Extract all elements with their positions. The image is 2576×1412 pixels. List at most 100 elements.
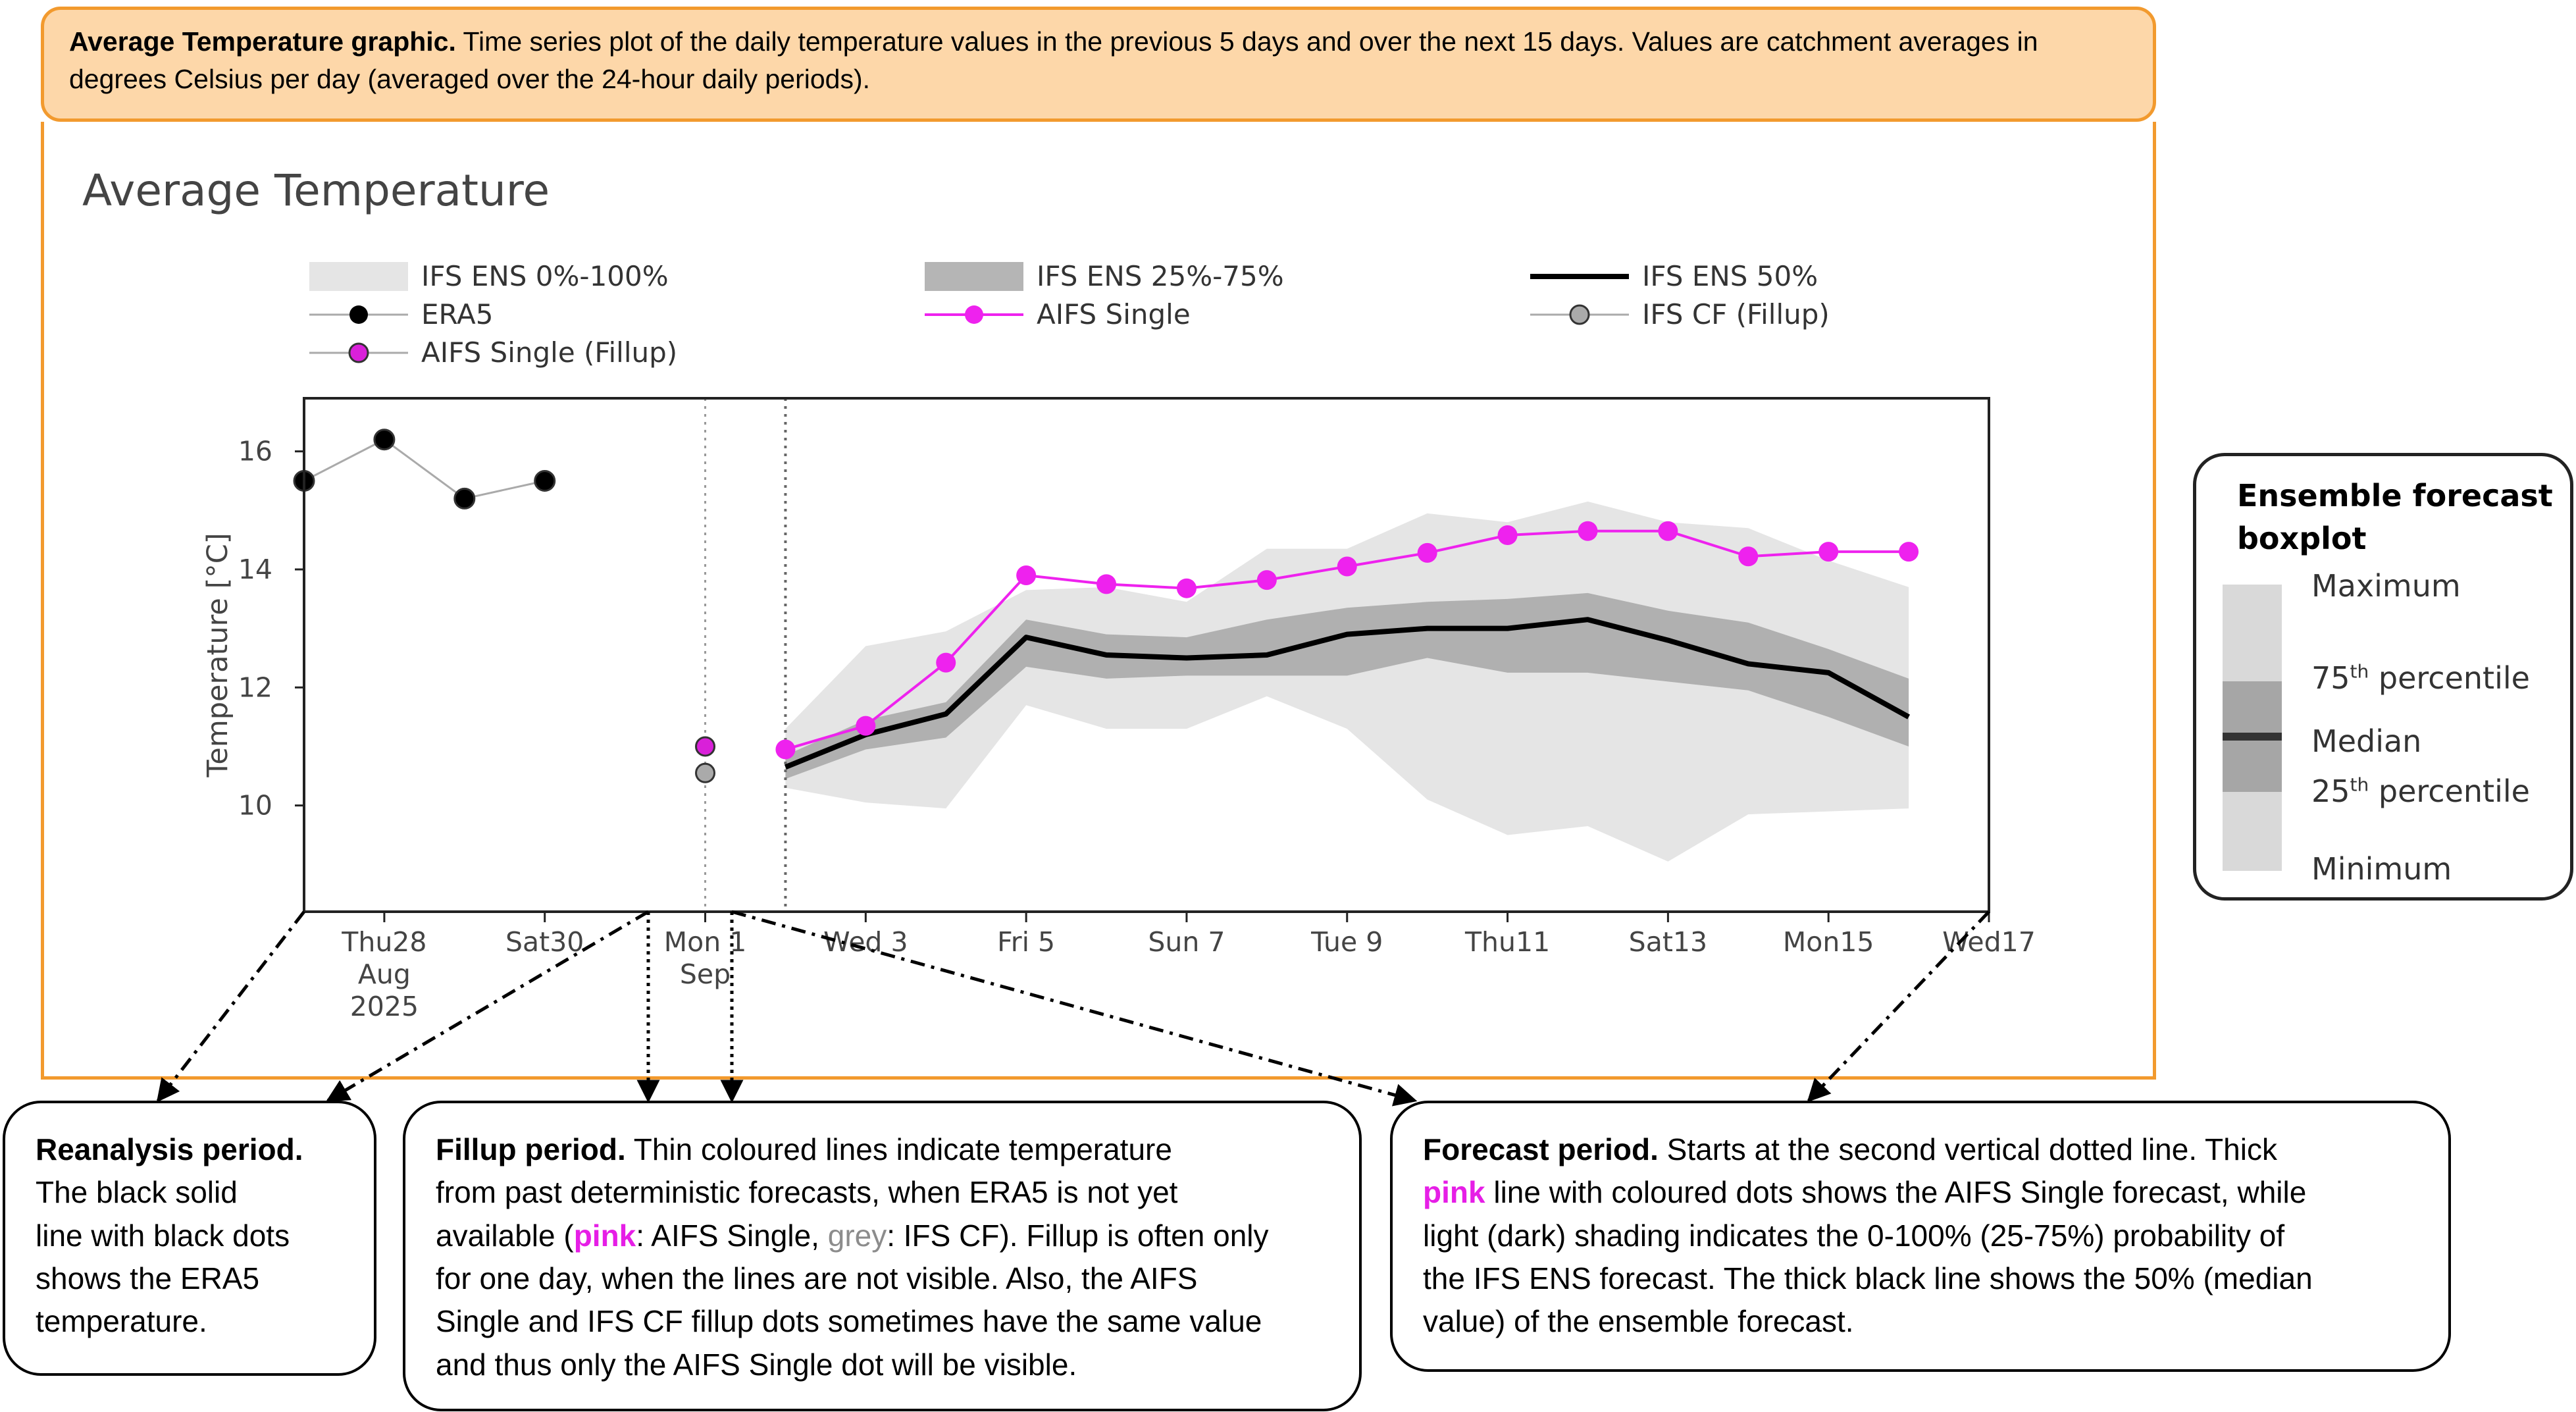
legend-label: IFS ENS 0%-100% (421, 260, 669, 292)
callout-forecast: Forecast period. Starts at the second ve… (1390, 1101, 2451, 1372)
callout-forecast-t3: light (dark) shading indicates the 0-100… (1423, 1218, 2285, 1253)
callout-fillup-t6: and thus only the AIFS Single dot will b… (436, 1347, 1077, 1382)
band-ens-0-100 (785, 501, 1909, 862)
p75-rest: percentile (2369, 660, 2530, 696)
x-tick-label: Sep (680, 958, 731, 990)
point-aifs-single (1738, 546, 1759, 567)
callout-fillup-t5: Single and IFS CF fillup dots sometimes … (436, 1304, 1262, 1339)
y-tick-label: 12 (238, 671, 272, 703)
callout-fillup-t3a: available ( (436, 1218, 574, 1253)
callout-forecast-t2: line with coloured dots shows the AIFS S… (1493, 1175, 2307, 1210)
point-aifs-single (1899, 542, 1919, 562)
point-aifs-single (1176, 578, 1197, 598)
legend-swatch-dot (348, 342, 369, 363)
point-aifs-single (1016, 565, 1037, 585)
point-aifs-single (936, 652, 956, 673)
point-era5 (534, 470, 556, 492)
boxplot-label-median: Median (2311, 723, 2422, 759)
x-tick-label: Thu28 (341, 926, 426, 958)
legend-item: AIFS Single (Fillup) (309, 336, 677, 369)
p75-suffix: th (2350, 660, 2369, 683)
boxplot-title-line1: Ensemble forecast (2237, 478, 2553, 513)
arrow-reanalysis-start (156, 910, 305, 1103)
legend-swatch (925, 262, 1023, 291)
caption-box: Average Temperature graphic. Time series… (41, 7, 2156, 122)
callout-fillup-t1: Thin coloured lines indicate temperature (633, 1132, 1172, 1166)
p25-rest: percentile (2369, 773, 2530, 809)
point-era5 (373, 429, 396, 451)
point-aifs-single (1578, 521, 1598, 541)
legend-label: IFS ENS 25%-75% (1037, 260, 1284, 292)
legend-swatch (309, 262, 408, 291)
legend-item: IFS ENS 25%-75% (925, 260, 1284, 292)
callout-fillup-t3c: : IFS CF). Fillup is often only (887, 1218, 1269, 1253)
p75-number: 75 (2311, 660, 2350, 696)
x-tick-label: Thu11 (1464, 926, 1550, 958)
callout-fillup-t2: from past deterministic forecasts, when … (436, 1175, 1178, 1210)
legend-label: IFS ENS 50% (1642, 260, 1818, 292)
boxplot-label-minimum: Minimum (2311, 851, 2452, 887)
y-tick-label: 10 (238, 790, 272, 822)
legend-label: AIFS Single (1037, 298, 1191, 330)
callout-fillup-t3b: : AIFS Single, (636, 1218, 828, 1253)
point-aifs-single (775, 739, 796, 760)
arrow-forecast-end (1807, 910, 1990, 1103)
boxplot-legend-title: Ensemble forecast boxplot (2237, 475, 2553, 561)
point-aifs-single (1417, 542, 1437, 563)
point-era5 (453, 487, 476, 510)
line-era5 (303, 438, 546, 500)
callout-reanalysis: Reanalysis period. The black solid line … (3, 1101, 376, 1376)
caption-body: Time series plot of the daily temperatur… (69, 26, 2038, 95)
callout-reanalysis-title: Reanalysis period. (36, 1132, 303, 1166)
callout-fillup-pink: pink (573, 1218, 636, 1253)
point-aifs-single (1658, 521, 1678, 541)
x-tick-label: 2025 (350, 991, 419, 1022)
legend-swatch-dot (1569, 304, 1590, 325)
point-aifs-single (1256, 570, 1277, 590)
chart-legend: IFS ENS 0%-100% IFS ENS 25%-75% IFS ENS 50… (309, 260, 1830, 369)
boxplot-median-line (2223, 733, 2282, 741)
callout-fillup-title: Fillup period. (436, 1132, 626, 1166)
legend-item: IFS ENS 50% (1530, 260, 1818, 292)
legend-label: AIFS Single (Fillup) (421, 336, 677, 369)
point-aifs-single (1818, 542, 1839, 562)
x-tick-label: Wed 3 (823, 926, 908, 958)
legend-item: IFS ENS 0%-100% (309, 260, 669, 292)
callout-reanalysis-line2: line with black dots (36, 1218, 290, 1253)
boxplot-label-p75: 75th percentile (2311, 660, 2530, 696)
point-aifs-single (1096, 574, 1117, 594)
line-ens-50 (784, 617, 1911, 770)
callout-forecast-t4: the IFS ENS forecast. The thick black li… (1423, 1261, 2313, 1295)
boxplot-label-p25: 25th percentile (2311, 773, 2530, 809)
callout-reanalysis-line3: shows the ERA5 (36, 1261, 260, 1295)
callout-fillup-grey: grey (827, 1218, 887, 1253)
callout-reanalysis-line1: The black solid (36, 1175, 238, 1210)
callout-fillup-t4: for one day, when the lines are not visi… (436, 1261, 1198, 1295)
boxplot-title-line2: boxplot (2237, 521, 2367, 557)
point-aifs-single (1337, 556, 1357, 577)
legend-item: IFS CF (Fillup) (1530, 298, 1830, 330)
x-tick-label: Mon15 (1783, 926, 1874, 958)
legend-label: ERA5 (421, 298, 493, 330)
x-tick-label: Sat13 (1629, 926, 1707, 958)
point-aifs-fillup (695, 736, 716, 757)
arrow-forecast-start (731, 910, 1418, 1107)
plot-area (293, 398, 1919, 912)
callout-forecast-t1: Starts at the second vertical dotted lin… (1666, 1132, 2277, 1166)
legend-item: AIFS Single (925, 298, 1191, 330)
x-tick-label: Tue 9 (1310, 926, 1383, 958)
y-tick-label: 16 (238, 436, 272, 467)
band-ens-25-75 (785, 592, 1909, 779)
callout-forecast-pink: pink (1423, 1175, 1485, 1210)
p25-suffix: th (2350, 773, 2369, 796)
boxplot-label-maximum: Maximum (2311, 568, 2461, 604)
callout-fillup: Fillup period. Thin coloured lines indic… (403, 1101, 1362, 1411)
boxplot-legend: Ensemble forecast boxplot Maximum 75th p… (2193, 453, 2573, 901)
point-aifs-single (856, 716, 876, 736)
legend-swatch-dot (965, 305, 983, 324)
legend-label: IFS CF (Fillup) (1642, 298, 1830, 330)
p25-number: 25 (2311, 773, 2350, 809)
y-axis-label: Temperature [°C] (201, 533, 234, 777)
callout-reanalysis-line4: temperature. (36, 1304, 207, 1339)
